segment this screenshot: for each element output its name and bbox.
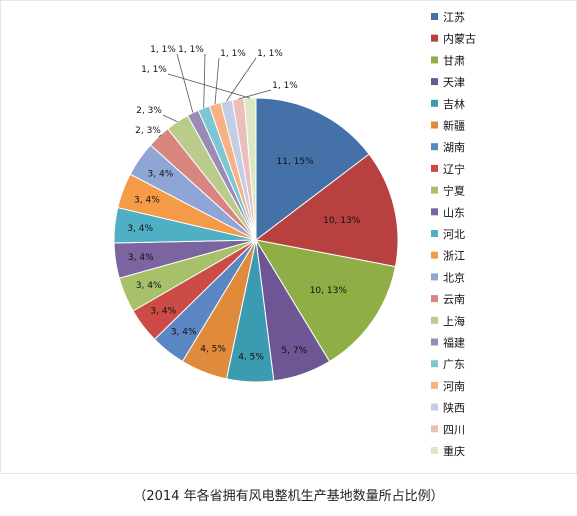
- legend-swatch-3: [431, 56, 438, 64]
- legend-label-12: 浙江: [443, 250, 465, 263]
- pie-slice-2: [254, 153, 399, 268]
- legend-label-8: 辽宁: [443, 162, 465, 176]
- legend-label-11: 河北: [443, 228, 465, 241]
- legend-swatch-2: [431, 34, 438, 42]
- legend-label-2: 内蒙古: [443, 32, 476, 46]
- slice-label-20: 1, 1%: [272, 81, 298, 91]
- pie-slice-1: [255, 97, 370, 242]
- legend-swatch-7: [431, 143, 438, 151]
- legend-label-14: 云南: [443, 293, 465, 306]
- slice-label-10: 3, 4%: [128, 253, 154, 263]
- slice-label-11: 3, 4%: [127, 224, 153, 234]
- legend-swatch-19: [431, 403, 438, 411]
- slice-label-21: 1, 1%: [141, 65, 167, 75]
- pie-slice-3: [254, 239, 397, 363]
- slice-label-12: 3, 4%: [134, 195, 160, 205]
- slice-label-18: 1, 1%: [220, 49, 246, 59]
- legend-swatch-18: [431, 381, 438, 389]
- legend-label-21: 重庆: [443, 444, 465, 458]
- legend-label-4: 天津: [443, 76, 465, 89]
- slice-label-8: 3, 4%: [150, 306, 176, 316]
- leader-line-21: [167, 73, 251, 99]
- legend-label-16: 福建: [443, 336, 465, 350]
- slice-label-5: 4, 5%: [238, 352, 264, 362]
- legend-label-19: 陕西: [443, 401, 465, 415]
- slice-label-14: 2, 3%: [135, 126, 161, 136]
- legend-label-20: 四川: [443, 423, 465, 436]
- slice-label-19: 1, 1%: [257, 49, 283, 59]
- legend-swatch-12: [431, 251, 438, 259]
- pie-chart: 11, 15%10, 13%10, 13%5, 7%4, 5%4, 5%3, 4…: [113, 11, 476, 458]
- legend-swatch-13: [431, 273, 438, 281]
- legend-label-1: 江苏: [443, 11, 465, 24]
- legend-swatch-17: [431, 360, 438, 368]
- legend-swatch-16: [431, 338, 438, 346]
- legend-swatch-21: [431, 447, 438, 454]
- slice-label-3: 10, 13%: [310, 286, 348, 296]
- slice-label-2: 10, 13%: [323, 216, 361, 226]
- legend-label-10: 山东: [443, 206, 465, 219]
- legend-label-7: 湖南: [443, 141, 465, 154]
- slice-label-4: 5, 7%: [281, 346, 307, 356]
- legend-swatch-5: [431, 99, 438, 107]
- legend-swatch-6: [431, 121, 438, 129]
- legend-label-5: 吉林: [443, 97, 465, 111]
- slice-label-13: 3, 4%: [148, 170, 174, 180]
- slice-label-17: 1, 1%: [178, 45, 204, 55]
- leader-line-18: [214, 57, 220, 105]
- legend-swatch-9: [431, 186, 438, 194]
- legend-label-9: 宁夏: [443, 184, 465, 198]
- legend-swatch-14: [431, 295, 438, 303]
- slice-label-6: 4, 5%: [200, 344, 226, 354]
- slice-label-9: 3, 4%: [136, 281, 162, 291]
- chart-caption: （2014 年各省拥有风电整机生产基地数量所占比例）: [133, 489, 444, 504]
- leader-line-17: [203, 53, 206, 109]
- slice-label-1: 11, 15%: [277, 157, 315, 167]
- legend-swatch-1: [431, 13, 438, 20]
- leader-line-15: [162, 114, 178, 123]
- leader-line-14: [158, 134, 163, 137]
- slice-label-7: 3, 4%: [171, 327, 197, 337]
- legend-label-17: 广东: [443, 358, 465, 371]
- legend-label-15: 上海: [443, 314, 465, 328]
- legend-label-18: 河南: [443, 380, 465, 393]
- legend-swatch-10: [431, 208, 438, 216]
- legend-swatch-8: [431, 164, 438, 172]
- leader-line-20: [238, 89, 272, 100]
- legend-swatch-20: [431, 425, 438, 433]
- slice-label-15: 2, 3%: [136, 106, 162, 116]
- legend-swatch-11: [431, 230, 438, 237]
- leader-line-16: [176, 53, 194, 113]
- slice-label-16: 1, 1%: [150, 45, 176, 55]
- legend-label-13: 北京: [443, 270, 465, 284]
- leader-line-19: [226, 57, 257, 102]
- legend-swatch-4: [431, 78, 438, 86]
- legend-swatch-15: [431, 316, 438, 324]
- legend-label-6: 新疆: [443, 119, 465, 133]
- legend-label-3: 甘肃: [443, 54, 465, 67]
